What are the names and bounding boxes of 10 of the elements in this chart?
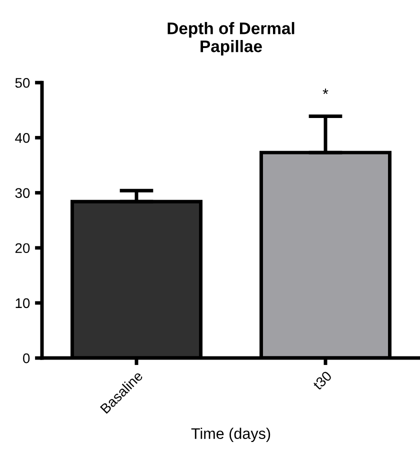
y-tick-label: 50 <box>15 78 30 88</box>
y-tick-label: 30 <box>15 188 30 198</box>
y-tick-label: 20 <box>15 243 30 254</box>
chart-title: Depth of Dermal Papillae <box>168 22 294 56</box>
y-tick-label: 40 <box>15 133 30 143</box>
y-tick-label: 10 <box>16 298 30 308</box>
y-tick-label: 0 <box>23 353 30 364</box>
x-tick-label: t30 <box>312 370 332 391</box>
x-axis-title: Time (days) <box>191 428 270 442</box>
annotation: * <box>322 88 328 94</box>
